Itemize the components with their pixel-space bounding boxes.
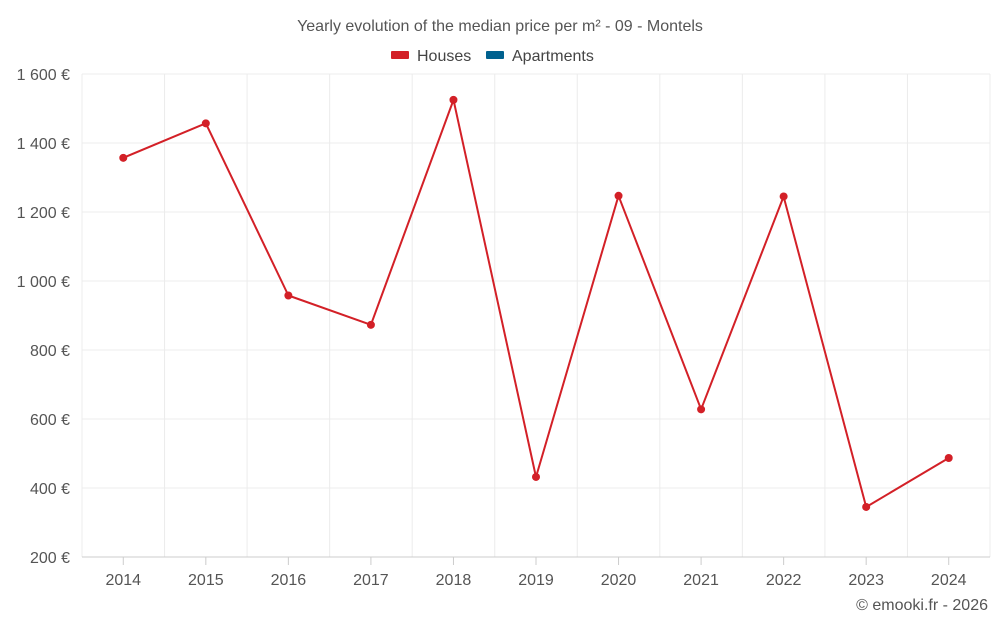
legend-swatch-apartments [486,51,504,59]
x-tick-label: 2017 [353,572,389,589]
data-point[interactable] [449,95,458,104]
x-tick-label: 2024 [931,572,967,589]
legend-item-houses[interactable]: Houses [391,48,471,65]
grid [81,73,991,557]
data-point[interactable] [779,192,788,201]
x-tick-label: 2018 [436,572,472,589]
data-point[interactable] [614,191,623,200]
data-point[interactable] [862,502,871,511]
y-tick-label: 200 € [30,550,70,567]
legend-item-apartments[interactable]: Apartments [486,48,594,65]
y-tick-label: 400 € [30,481,70,498]
data-point[interactable] [532,472,540,481]
x-tick-label: 2021 [683,572,719,589]
data-point[interactable] [119,153,128,162]
x-tick-label: 2020 [601,572,637,589]
data-point[interactable] [944,453,953,462]
data-point[interactable] [366,320,375,329]
legend-swatch-houses [391,51,409,59]
y-tick-label: 800 € [30,343,70,360]
credit-text: © emooki.fr - 2026 [856,597,988,614]
x-tick-label: 2019 [518,572,554,589]
y-tick-label: 1 200 € [17,205,70,222]
x-tick-label: 2022 [766,572,802,589]
y-tick-label: 1 000 € [17,274,70,291]
series-layer [119,95,953,511]
legend-label-houses: Houses [417,48,471,65]
x-tick-label: 2016 [271,572,307,589]
legend[interactable]: Houses Apartments [391,48,594,65]
axes: 200 € 400 € 600 € 800 € 1 000 € 1 200 € 1 400 … [17,67,990,589]
x-tick-label: 2014 [105,572,141,589]
legend-label-apartments: Apartments [512,48,594,65]
x-tick-label: 2015 [188,572,224,589]
y-tick-label: 600 € [30,412,70,429]
chart-title: Yearly evolution of the median price per… [297,18,703,35]
y-tick-label: 1 600 € [17,67,70,84]
x-tick-label: 2023 [848,572,884,589]
data-point[interactable] [201,119,210,128]
data-point[interactable] [284,291,293,300]
data-point[interactable] [697,405,706,414]
y-tick-label: 1 400 € [17,136,70,153]
